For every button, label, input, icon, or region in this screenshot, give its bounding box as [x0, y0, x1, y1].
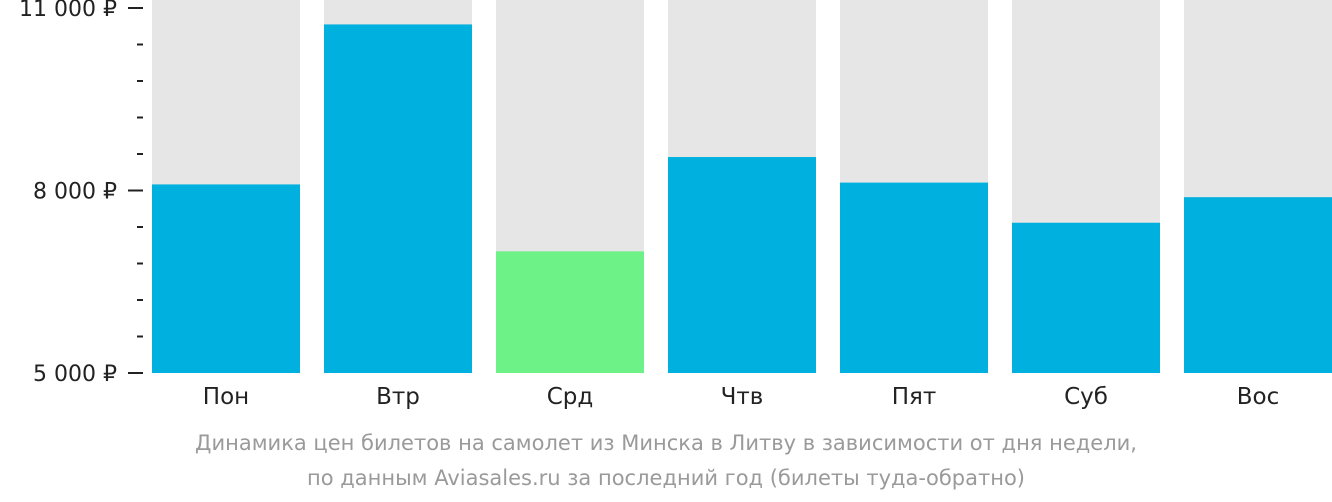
- bar-2[interactable]: [496, 251, 644, 373]
- bar-6[interactable]: [1184, 197, 1332, 373]
- x-tick-label: Пят: [892, 384, 937, 410]
- bar-4[interactable]: [840, 182, 988, 373]
- caption-line-1: Динамика цен билетов на самолет из Минск…: [195, 431, 1137, 455]
- x-tick-label: Пон: [203, 384, 249, 410]
- x-tick-label: Срд: [547, 384, 594, 410]
- y-tick-label: 11 000 ₽: [19, 0, 117, 22]
- y-tick-label: 8 000 ₽: [33, 180, 117, 205]
- x-tick-label: Чтв: [721, 384, 764, 410]
- y-tick-label: 5 000 ₽: [33, 362, 117, 387]
- y-axis: 11 000 ₽ 8 000 ₽ 5 000 ₽: [19, 0, 143, 387]
- x-tick-label: Суб: [1064, 384, 1108, 410]
- bars: [152, 24, 1332, 374]
- bar-3[interactable]: [668, 157, 816, 373]
- x-axis-labels: Пон Втр Срд Чтв Пят Суб Вос: [203, 384, 1279, 410]
- bar-0[interactable]: [152, 184, 300, 373]
- x-tick-label: Втр: [376, 384, 420, 410]
- caption-line-2: по данным Aviasales.ru за последний год …: [307, 466, 1025, 490]
- bar-1[interactable]: [324, 24, 472, 374]
- x-tick-label: Вос: [1237, 384, 1280, 410]
- price-by-weekday-chart: 11 000 ₽ 8 000 ₽ 5 000 ₽ Пон Втр Срд Чтв Пят Су…: [19, 0, 1332, 410]
- chart-caption: Динамика цен билетов на самолет из Минск…: [0, 426, 1332, 496]
- bar-5[interactable]: [1012, 222, 1160, 373]
